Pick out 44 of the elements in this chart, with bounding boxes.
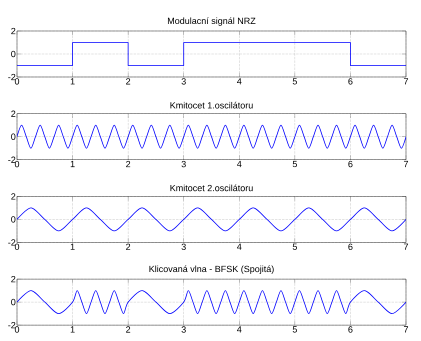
x-tick-label: 7 — [404, 244, 408, 250]
x-tick-label: 7 — [404, 160, 408, 168]
x-tick-label: 7 — [404, 78, 408, 84]
y-tick-label: 0 — [11, 216, 16, 223]
y-tick-label: 2 — [11, 193, 16, 200]
x-tick-label: 1 — [70, 244, 75, 250]
y-tick-label: 0 — [11, 298, 16, 306]
x-tick-label: 1 — [70, 160, 75, 168]
x-tick-label: 6 — [348, 78, 353, 85]
x-tick-label: 1 — [70, 78, 75, 84]
x-tick-label: 4 — [236, 244, 242, 250]
x-tick-label: 6 — [348, 244, 353, 250]
x-tick-label: 5 — [292, 326, 297, 333]
y-tick-label: -2 — [8, 74, 16, 80]
x-tick-label: 3 — [182, 160, 186, 168]
x-tick-label: 3 — [182, 326, 186, 333]
y-tick-label: -2 — [8, 156, 16, 163]
x-tick-label: 4 — [236, 160, 242, 168]
y-tick-label: 2 — [11, 28, 16, 34]
y-tick-label: 2 — [11, 110, 16, 117]
y-tick-label: -2 — [8, 322, 16, 328]
x-tick-label: 3 — [182, 78, 186, 85]
x-tick-label: 2 — [126, 78, 130, 84]
y-tick-label: 2 — [11, 276, 16, 282]
x-tick-label: 7 — [404, 326, 408, 332]
y-tick-label: -2 — [8, 239, 16, 246]
y-tick-label: 0 — [11, 50, 16, 58]
x-tick-label: 5 — [292, 244, 297, 250]
x-tick-label: 4 — [236, 326, 242, 332]
x-tick-label: 2 — [126, 326, 130, 333]
x-tick-label: 3 — [182, 244, 186, 250]
y-tick-label: 0 — [11, 134, 16, 140]
x-tick-label: 5 — [292, 78, 297, 84]
chart-title: Kmitocet 2.oscilátoru — [170, 184, 253, 192]
chart-title: Modulacní signál NRZ — [168, 17, 256, 26]
x-tick-label: 5 — [292, 160, 297, 168]
x-tick-label: 2 — [126, 160, 130, 168]
x-tick-label: 1 — [70, 326, 75, 332]
x-tick-label: 4 — [236, 78, 242, 84]
chart-title: Kmitocet 1.oscilátoru — [170, 102, 253, 109]
x-tick-label: 2 — [126, 244, 130, 250]
x-tick-label: 6 — [348, 326, 353, 333]
chart-title: Klicovaná vlna - BFSK (Spojitá) — [149, 265, 274, 274]
x-tick-label: 6 — [348, 160, 353, 168]
